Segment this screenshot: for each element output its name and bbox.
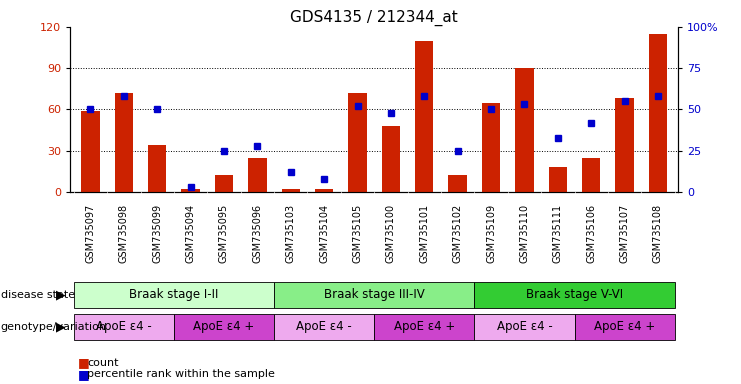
Text: ■: ■ [78,368,90,381]
Bar [248,157,267,192]
Text: Braak stage I-II: Braak stage I-II [129,288,219,301]
Text: GSM735094: GSM735094 [185,204,196,263]
Text: GSM735106: GSM735106 [586,204,597,263]
Bar [148,145,167,192]
Text: ApoE ε4 -: ApoE ε4 - [496,320,552,333]
Bar [574,314,674,340]
Bar [74,314,174,340]
Text: GSM735104: GSM735104 [319,204,329,263]
Text: genotype/variation: genotype/variation [1,322,107,333]
Text: GSM735105: GSM735105 [353,204,362,263]
Text: ApoE ε4 +: ApoE ε4 + [594,320,655,333]
Bar [182,189,200,192]
Bar [215,175,233,192]
Text: GSM735107: GSM735107 [619,204,630,263]
Bar [115,93,133,192]
Text: GSM735108: GSM735108 [653,204,663,263]
Text: percentile rank within the sample: percentile rank within the sample [87,369,276,379]
Text: count: count [87,358,119,368]
Text: GSM735109: GSM735109 [486,204,496,263]
Text: GSM735098: GSM735098 [119,204,129,263]
Bar [315,189,333,192]
Bar [582,157,600,192]
Bar [515,68,534,192]
Bar [348,93,367,192]
Bar [415,41,433,192]
Text: ApoE ε4 +: ApoE ε4 + [193,320,255,333]
Text: ApoE ε4 -: ApoE ε4 - [96,320,152,333]
Bar [616,98,634,192]
Bar [274,282,474,308]
Bar [448,175,467,192]
Text: GSM735096: GSM735096 [253,204,262,263]
Bar [649,34,667,192]
Bar [174,314,274,340]
Text: GSM735102: GSM735102 [453,204,462,263]
Text: Braak stage V-VI: Braak stage V-VI [526,288,623,301]
Text: ApoE ε4 -: ApoE ε4 - [296,320,352,333]
Bar [82,111,99,192]
Text: GSM735097: GSM735097 [85,204,96,263]
Text: GSM735100: GSM735100 [386,204,396,263]
Text: ■: ■ [78,356,90,369]
Bar [374,314,474,340]
Bar [74,282,274,308]
Bar [548,167,567,192]
Bar [274,314,374,340]
Text: GSM735101: GSM735101 [419,204,429,263]
Text: GSM735103: GSM735103 [286,204,296,263]
Text: GSM735099: GSM735099 [152,204,162,263]
Title: GDS4135 / 212344_at: GDS4135 / 212344_at [290,9,458,25]
Bar [482,103,500,192]
Text: Braak stage III-IV: Braak stage III-IV [324,288,425,301]
Text: disease state: disease state [1,290,75,300]
Text: GSM735111: GSM735111 [553,204,563,263]
Text: ▶: ▶ [56,288,65,301]
Bar [474,314,574,340]
Bar [382,126,400,192]
Text: GSM735110: GSM735110 [519,204,529,263]
Bar [474,282,674,308]
Bar [282,189,300,192]
Text: GSM735095: GSM735095 [219,204,229,263]
Text: ▶: ▶ [56,321,65,334]
Text: ApoE ε4 +: ApoE ε4 + [393,320,455,333]
